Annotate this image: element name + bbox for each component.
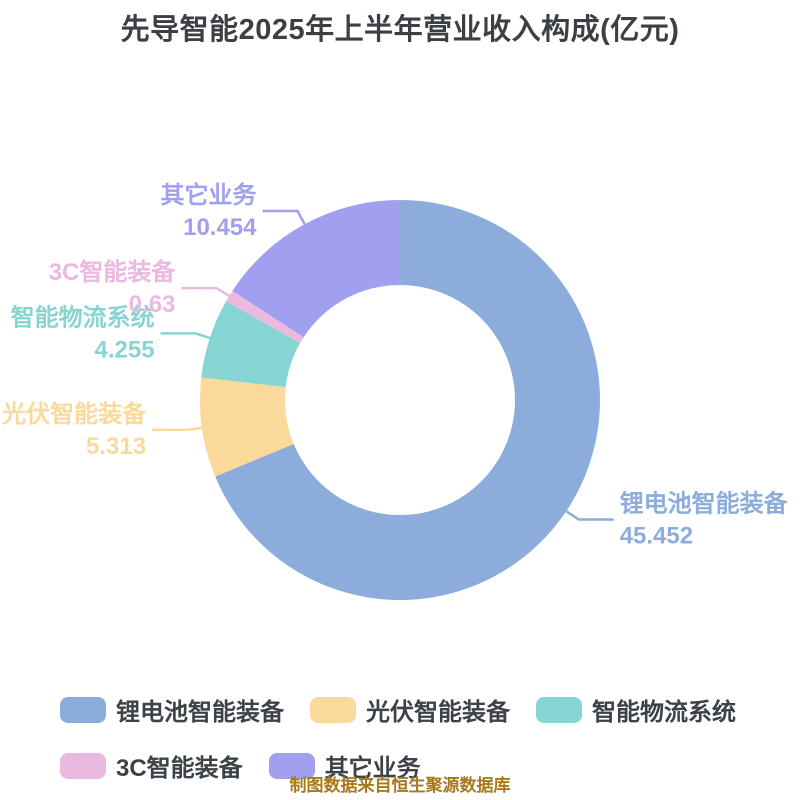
legend-label-1: 光伏智能装备	[366, 699, 510, 726]
chart-title: 先导智能2025年上半年营业收入构成(亿元)	[120, 14, 680, 46]
slice-label-name-2: 智能物流系统	[11, 303, 155, 331]
legend-label-2: 智能物流系统	[592, 699, 736, 726]
legend-item-4[interactable]: 其它业务	[268, 748, 421, 783]
slice-label-value-2: 4.255	[95, 336, 155, 363]
label-leader-line-4	[262, 209, 306, 225]
legend-swatch-3	[60, 752, 106, 779]
pie-slice-0[interactable]	[215, 200, 600, 601]
label-leader-line-3	[181, 286, 230, 297]
legend-label-0: 锂电池智能装备	[116, 699, 284, 726]
legend-swatch-0	[60, 696, 106, 723]
slice-label-value-0: 45.452	[620, 523, 693, 550]
pie-slice-1[interactable]	[199, 377, 294, 477]
legend-item-0[interactable]: 锂电池智能装备	[60, 692, 284, 727]
pie-slice-2[interactable]	[201, 301, 301, 388]
legend-label-4: 其它业务	[324, 755, 421, 782]
legend-item-1[interactable]: 光伏智能装备	[310, 692, 510, 727]
pie-slice-3[interactable]	[226, 290, 304, 344]
legend-swatch-2	[536, 696, 582, 723]
label-leader-line-0	[565, 510, 614, 521]
slice-label-name-0: 锂电池智能装备	[620, 490, 789, 518]
legend-item-2[interactable]: 智能物流系统	[536, 692, 736, 727]
slice-label-name-4: 其它业务	[161, 181, 258, 209]
pie-slice-4[interactable]	[232, 200, 400, 338]
slice-label-value-1: 5.313	[86, 433, 146, 460]
label-leader-line-2	[160, 332, 211, 340]
legend-label-3: 3C智能装备	[116, 755, 243, 782]
slice-label-value-3: 0.63	[129, 291, 176, 318]
legend: 锂电池智能装备 光伏智能装备 智能物流系统 3C智能装备 其它业务	[60, 692, 770, 783]
slice-label-name-3: 3C智能装备	[49, 258, 177, 286]
legend-swatch-1	[310, 696, 356, 723]
legend-swatch-4	[268, 752, 315, 779]
slice-label-value-4: 10.454	[183, 214, 257, 241]
legend-item-3[interactable]: 3C智能装备	[60, 748, 243, 783]
slice-label-name-1: 光伏智能装备	[1, 400, 147, 428]
data-source-note: 制图数据来自恒生聚源数据库	[289, 776, 511, 795]
label-leader-line-1	[152, 426, 203, 432]
